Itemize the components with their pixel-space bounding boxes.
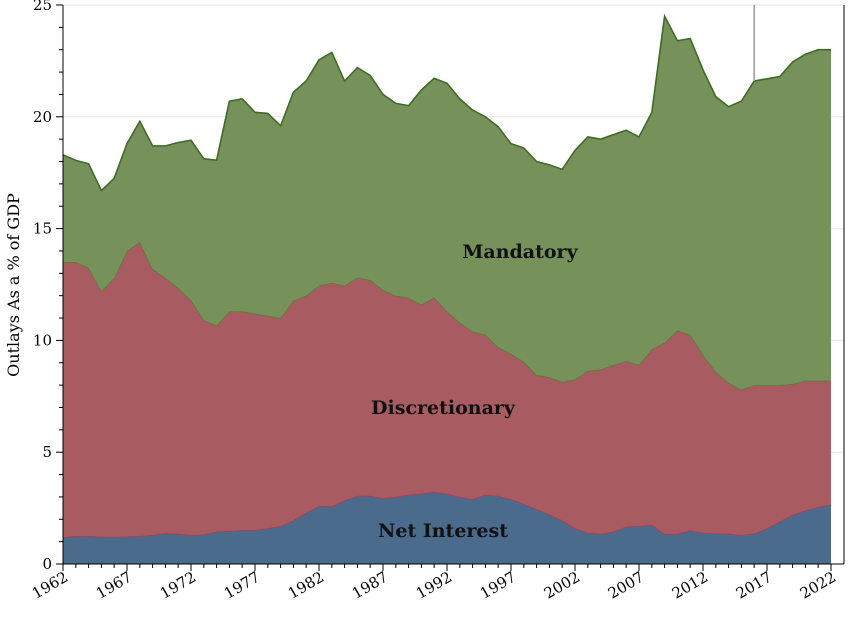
- y-tick-label-10: 10: [33, 331, 52, 349]
- x-tick-label-1992: 1992: [413, 568, 455, 603]
- area-discretionary: [63, 242, 831, 538]
- axes: [62, 5, 845, 565]
- area-net-interest: [63, 492, 831, 564]
- series-label-mandatory: Mandatory: [462, 241, 578, 263]
- y-axis-title: Outlays As a % of GDP: [4, 193, 23, 377]
- x-tick-label-2012: 2012: [669, 568, 711, 603]
- y-tick-label-0: 0: [42, 555, 52, 573]
- x-tick-label-1977: 1977: [221, 568, 263, 603]
- x-tick-label-2017: 2017: [733, 568, 775, 603]
- y-tick-label-25: 25: [33, 0, 52, 14]
- line-top-mandatory: [62, 13, 831, 192]
- x-tick-label-2007: 2007: [605, 568, 647, 603]
- series-label-discretionary: Discretionary: [371, 397, 516, 419]
- x-tick-label-1972: 1972: [157, 568, 199, 603]
- y-tick-label-5: 5: [42, 443, 52, 461]
- area-mandatory: [63, 16, 831, 390]
- x-tick-label-1967: 1967: [93, 568, 135, 603]
- x-tick-label-2022: 2022: [797, 568, 839, 603]
- x-tick-label-1962: 1962: [29, 568, 71, 603]
- x-tick-label-2002: 2002: [541, 568, 583, 603]
- y-tick-label-20: 20: [33, 108, 52, 126]
- x-tick-label-1982: 1982: [285, 568, 327, 603]
- area-layer: [62, 13, 832, 564]
- y-tick-label-15: 15: [33, 220, 52, 238]
- series-label-net-interest: Net Interest: [378, 520, 508, 542]
- x-tick-label-1987: 1987: [349, 568, 391, 603]
- x-tick-label-1997: 1997: [477, 568, 519, 603]
